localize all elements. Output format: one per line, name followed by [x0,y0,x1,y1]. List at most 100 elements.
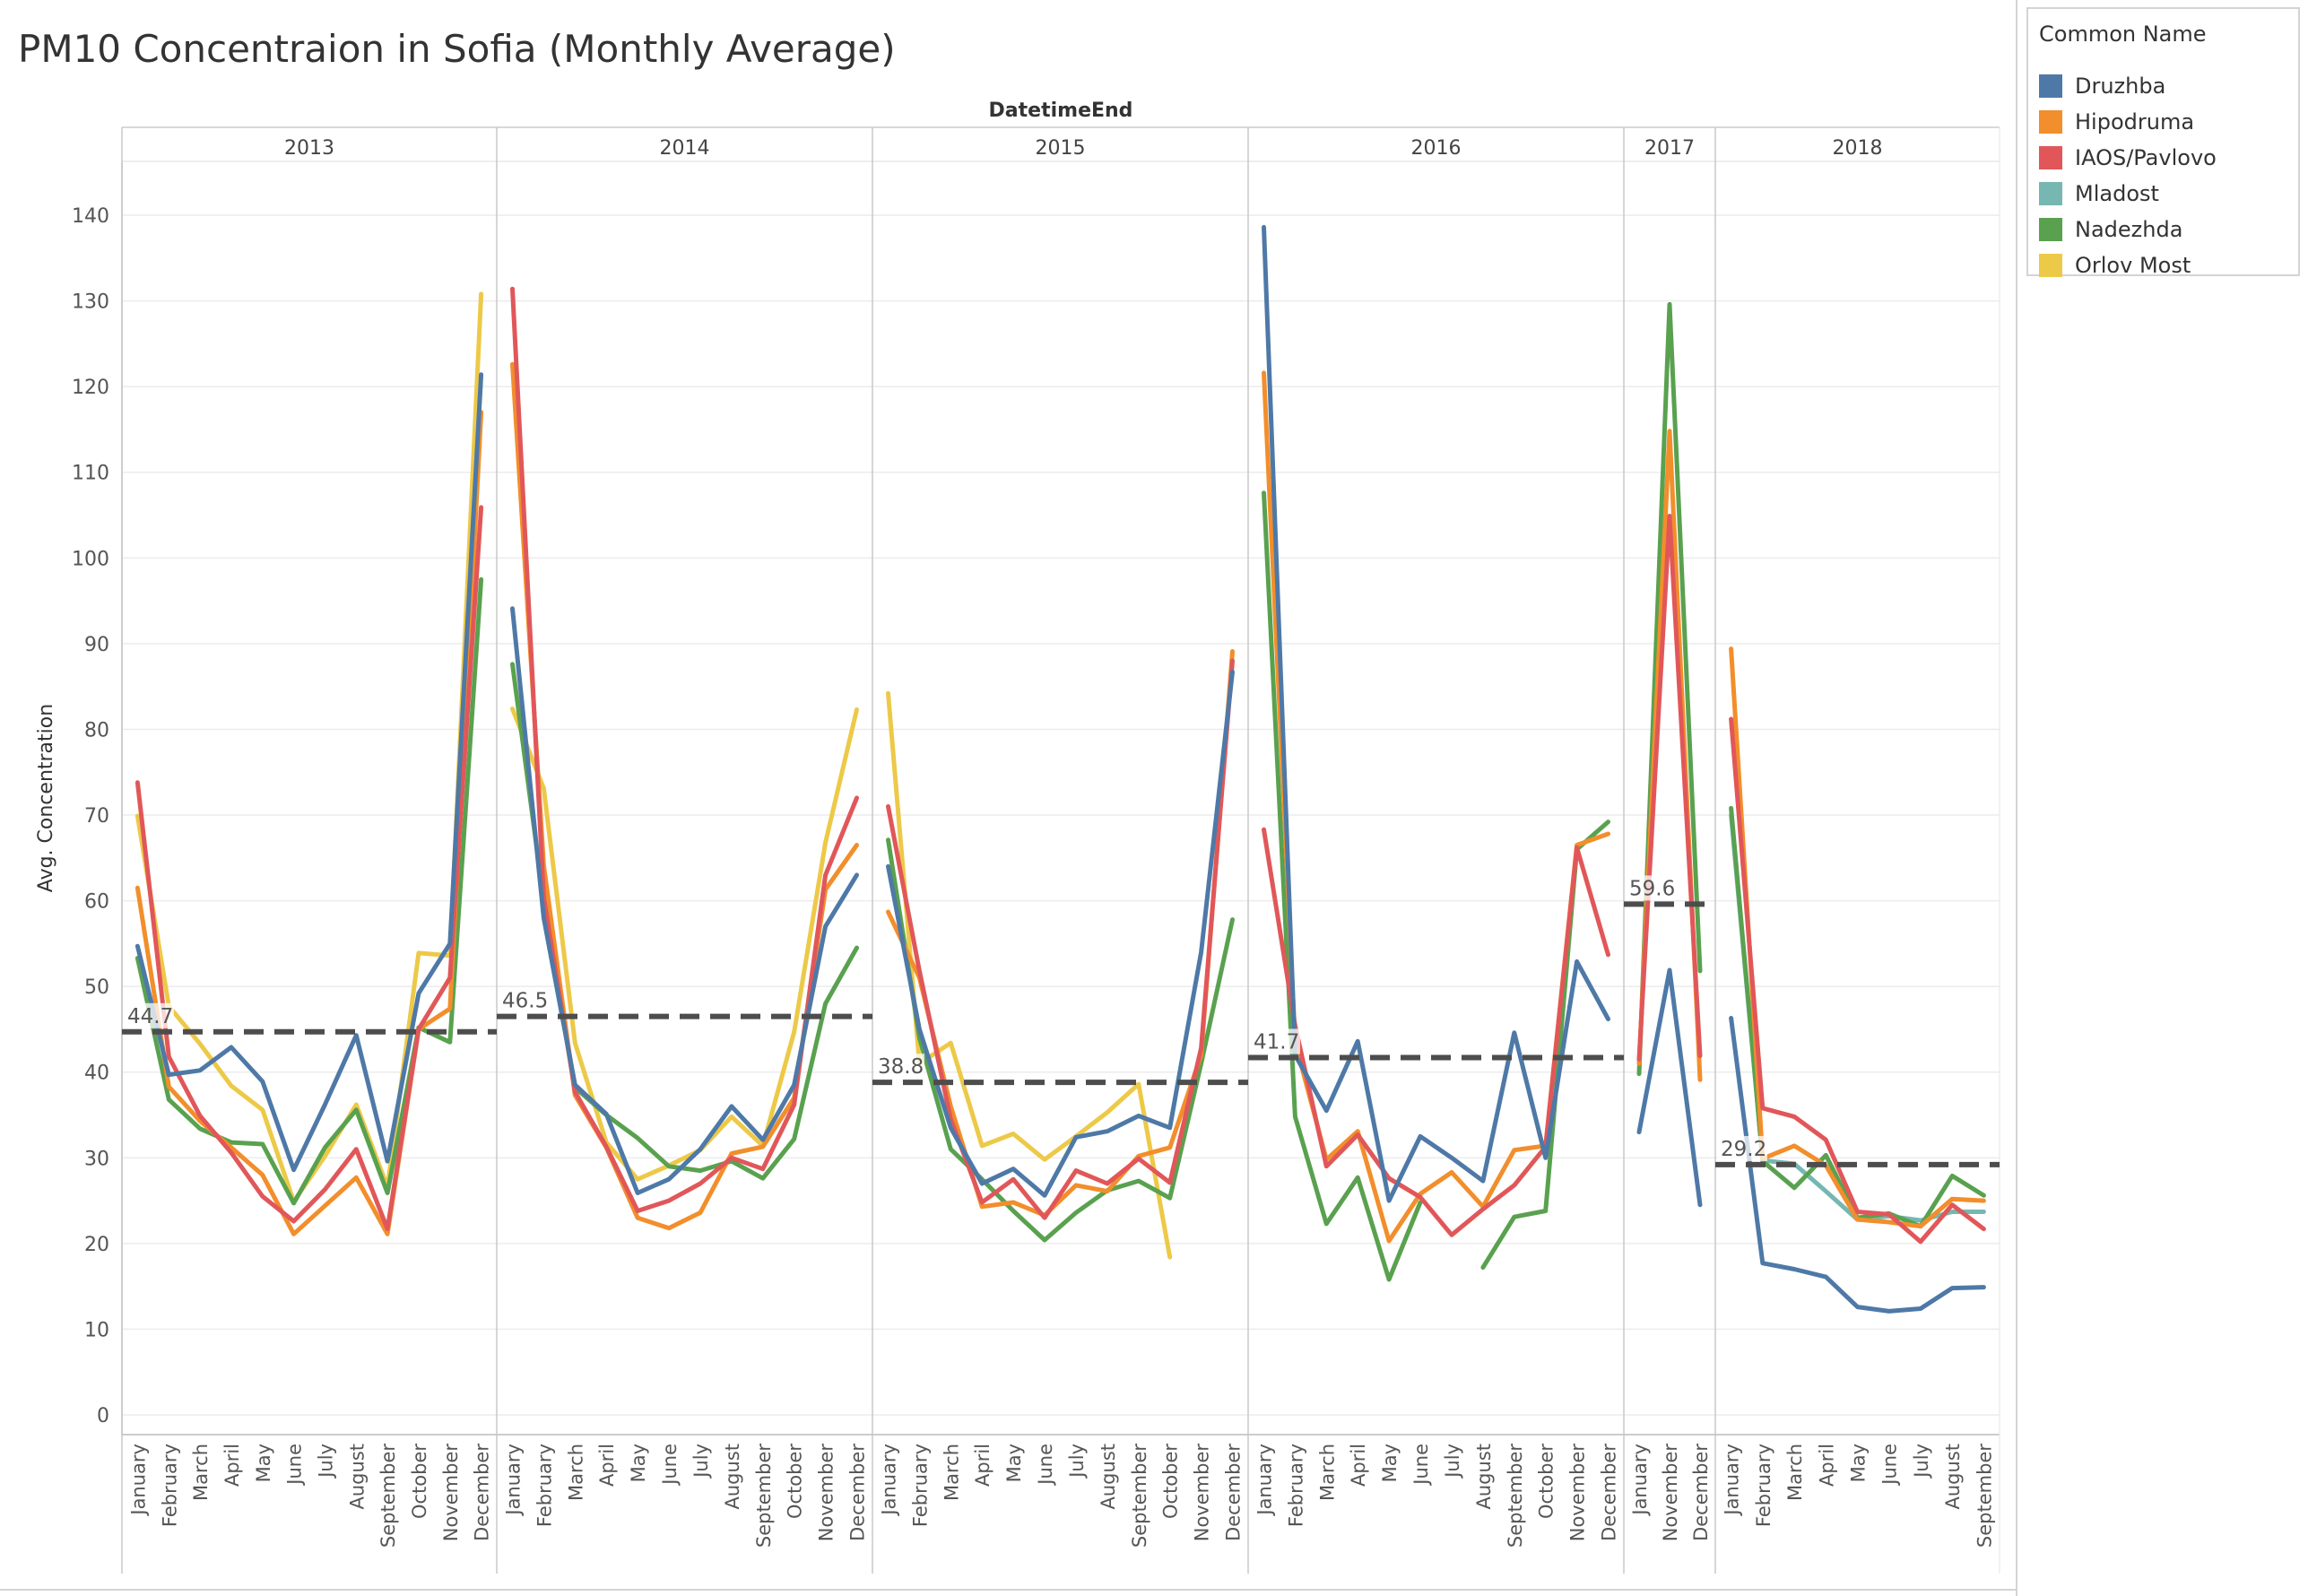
y-tick-label: 120 [72,377,109,399]
legend-label: Mladost [2075,181,2159,206]
average-label-bg [1250,1028,1300,1054]
x-tick-label: January [1629,1444,1651,1517]
legend-item-hipodruma[interactable]: Hipodruma [2039,106,2194,138]
x-tick-label: July [690,1444,712,1479]
legend-item-orlov-most[interactable]: Orlov Most [2039,249,2191,282]
x-tick-label: April [1816,1444,1837,1487]
legend-label: Orlov Most [2075,253,2191,278]
series-line-druzhba [1262,224,1610,1203]
y-tick-label: 20 [84,1234,109,1256]
average-label-bg [499,987,549,1013]
line-chart: DatetimeEnd Avg. Concentration 0 10 20 30 40 50… [35,100,2000,1574]
series-line-mladost [1729,812,1986,1223]
legend-item-mladost[interactable]: Mladost [2039,178,2159,210]
x-tick-label: September [1129,1444,1150,1548]
series-line-hipodruma [134,410,484,1236]
x-tick-label: August [1942,1444,1964,1510]
series-line-nadezhda [510,662,859,1181]
x-tick-label: April [221,1444,243,1487]
x-tick-label: June [1410,1444,1432,1487]
x-tick-label: November [1192,1444,1213,1542]
panel-year-label: 2013 [284,137,334,160]
x-tick-label: March [190,1444,212,1501]
y-tick-label: 40 [84,1063,109,1085]
x-tick-label: August [1473,1444,1495,1510]
x-tick-label: March [1784,1444,1806,1501]
series-line-iaos-pavlovo [886,658,1235,1220]
x-tick-label: October [785,1444,806,1519]
series-line-druzhba [134,372,484,1173]
x-tick-label: September [1505,1444,1526,1548]
legend-swatch [2039,182,2062,205]
series-line-iaos-pavlovo [134,505,484,1232]
y-tick-label: 140 [72,205,109,228]
x-tick-label: March [565,1444,586,1501]
x-tick-label: December [472,1444,493,1541]
panel-year-label: 2017 [1644,137,1695,160]
legend-label: Druzhba [2075,74,2166,99]
y-tick-label: 130 [72,291,109,314]
panel-year-label: 2015 [1036,137,1086,160]
x-tick-label: September [377,1444,399,1548]
x-tick-label: December [1223,1444,1245,1541]
legend-label: IAOS/Pavlovo [2075,145,2217,170]
x-tick-label: October [409,1444,430,1519]
x-tick-label: January [878,1444,899,1517]
panel-2013: 2013 January February March April May June July… [122,137,497,1548]
series-line-nadezhda [1636,301,1703,1077]
average-label: 41.7 [1254,1030,1299,1054]
average-label-bg [124,1002,174,1028]
series-line-iaos-pavlovo [1729,716,1986,1245]
average-label: 38.8 [878,1055,924,1079]
y-tick-label: 110 [72,463,109,485]
legend-swatch [2039,146,2062,169]
x-tick-label: April [972,1444,993,1487]
x-tick-label: October [1536,1444,1557,1519]
x-tick-label: August [346,1444,368,1510]
x-tick-label: February [909,1444,931,1527]
legend-item-druzhba[interactable]: Druzhba [2039,70,2165,102]
legend-swatch [2039,74,2062,98]
x-tick-label: February [1285,1444,1306,1527]
y-tick-label: 100 [72,548,109,570]
legend[interactable]: Common Name Druzhba Hipodruma IAOS/Pavlovo… [2026,7,2300,278]
x-tick-label: July [1911,1444,1932,1479]
legend-swatch [2039,254,2062,277]
x-tick-label: January [502,1444,524,1517]
series-line-druzhba [1729,1016,1986,1314]
x-tick-label: June [1035,1444,1056,1487]
series-line-nadezhda [134,577,484,1206]
x-tick-label: January [127,1444,149,1517]
legend-swatch [2039,110,2062,134]
x-tick-label: August [1098,1444,1119,1510]
x-tick-label: July [1066,1444,1088,1479]
x-tick-label: June [659,1444,681,1487]
x-tick-label: July [1442,1444,1463,1479]
y-tick-label: 10 [84,1319,109,1341]
x-tick-label: September [753,1444,775,1548]
legend-item-nadezhda[interactable]: Nadezhda [2039,213,2182,246]
panel-2016: 2016 January February March April May June July… [1248,137,1624,1548]
average-label-bg [1717,1135,1767,1161]
series-line-hipodruma [1729,646,1986,1229]
legend-item-iaos-pavlovo[interactable]: IAOS/Pavlovo [2039,142,2217,174]
y-tick-label: 0 [97,1405,109,1427]
panel-2015: 2015 January February March April May June July… [872,137,1248,1548]
average-label: 44.7 [127,1005,173,1028]
series-line-orlov-most [134,291,484,1204]
average-label-bg [874,1054,924,1080]
y-tick-label: 70 [84,805,109,828]
y-tick-label: 50 [84,976,109,999]
series-line-druzhba [1636,967,1703,1208]
legend-swatch [2039,218,2062,241]
x-tick-label: June [1879,1444,1901,1487]
x-tick-label: August [722,1444,743,1510]
series-line-nadezhda [886,837,1235,1243]
panel-2017: 2017 January November December 59.6 [1624,137,1715,1541]
x-tick-label: November [816,1444,837,1542]
x-tick-label: November [1567,1444,1589,1542]
average-label: 59.6 [1629,877,1675,900]
y-tick-label: 30 [84,1148,109,1170]
column-header: DatetimeEnd [989,100,1133,122]
x-tick-label: December [1599,1444,1620,1541]
